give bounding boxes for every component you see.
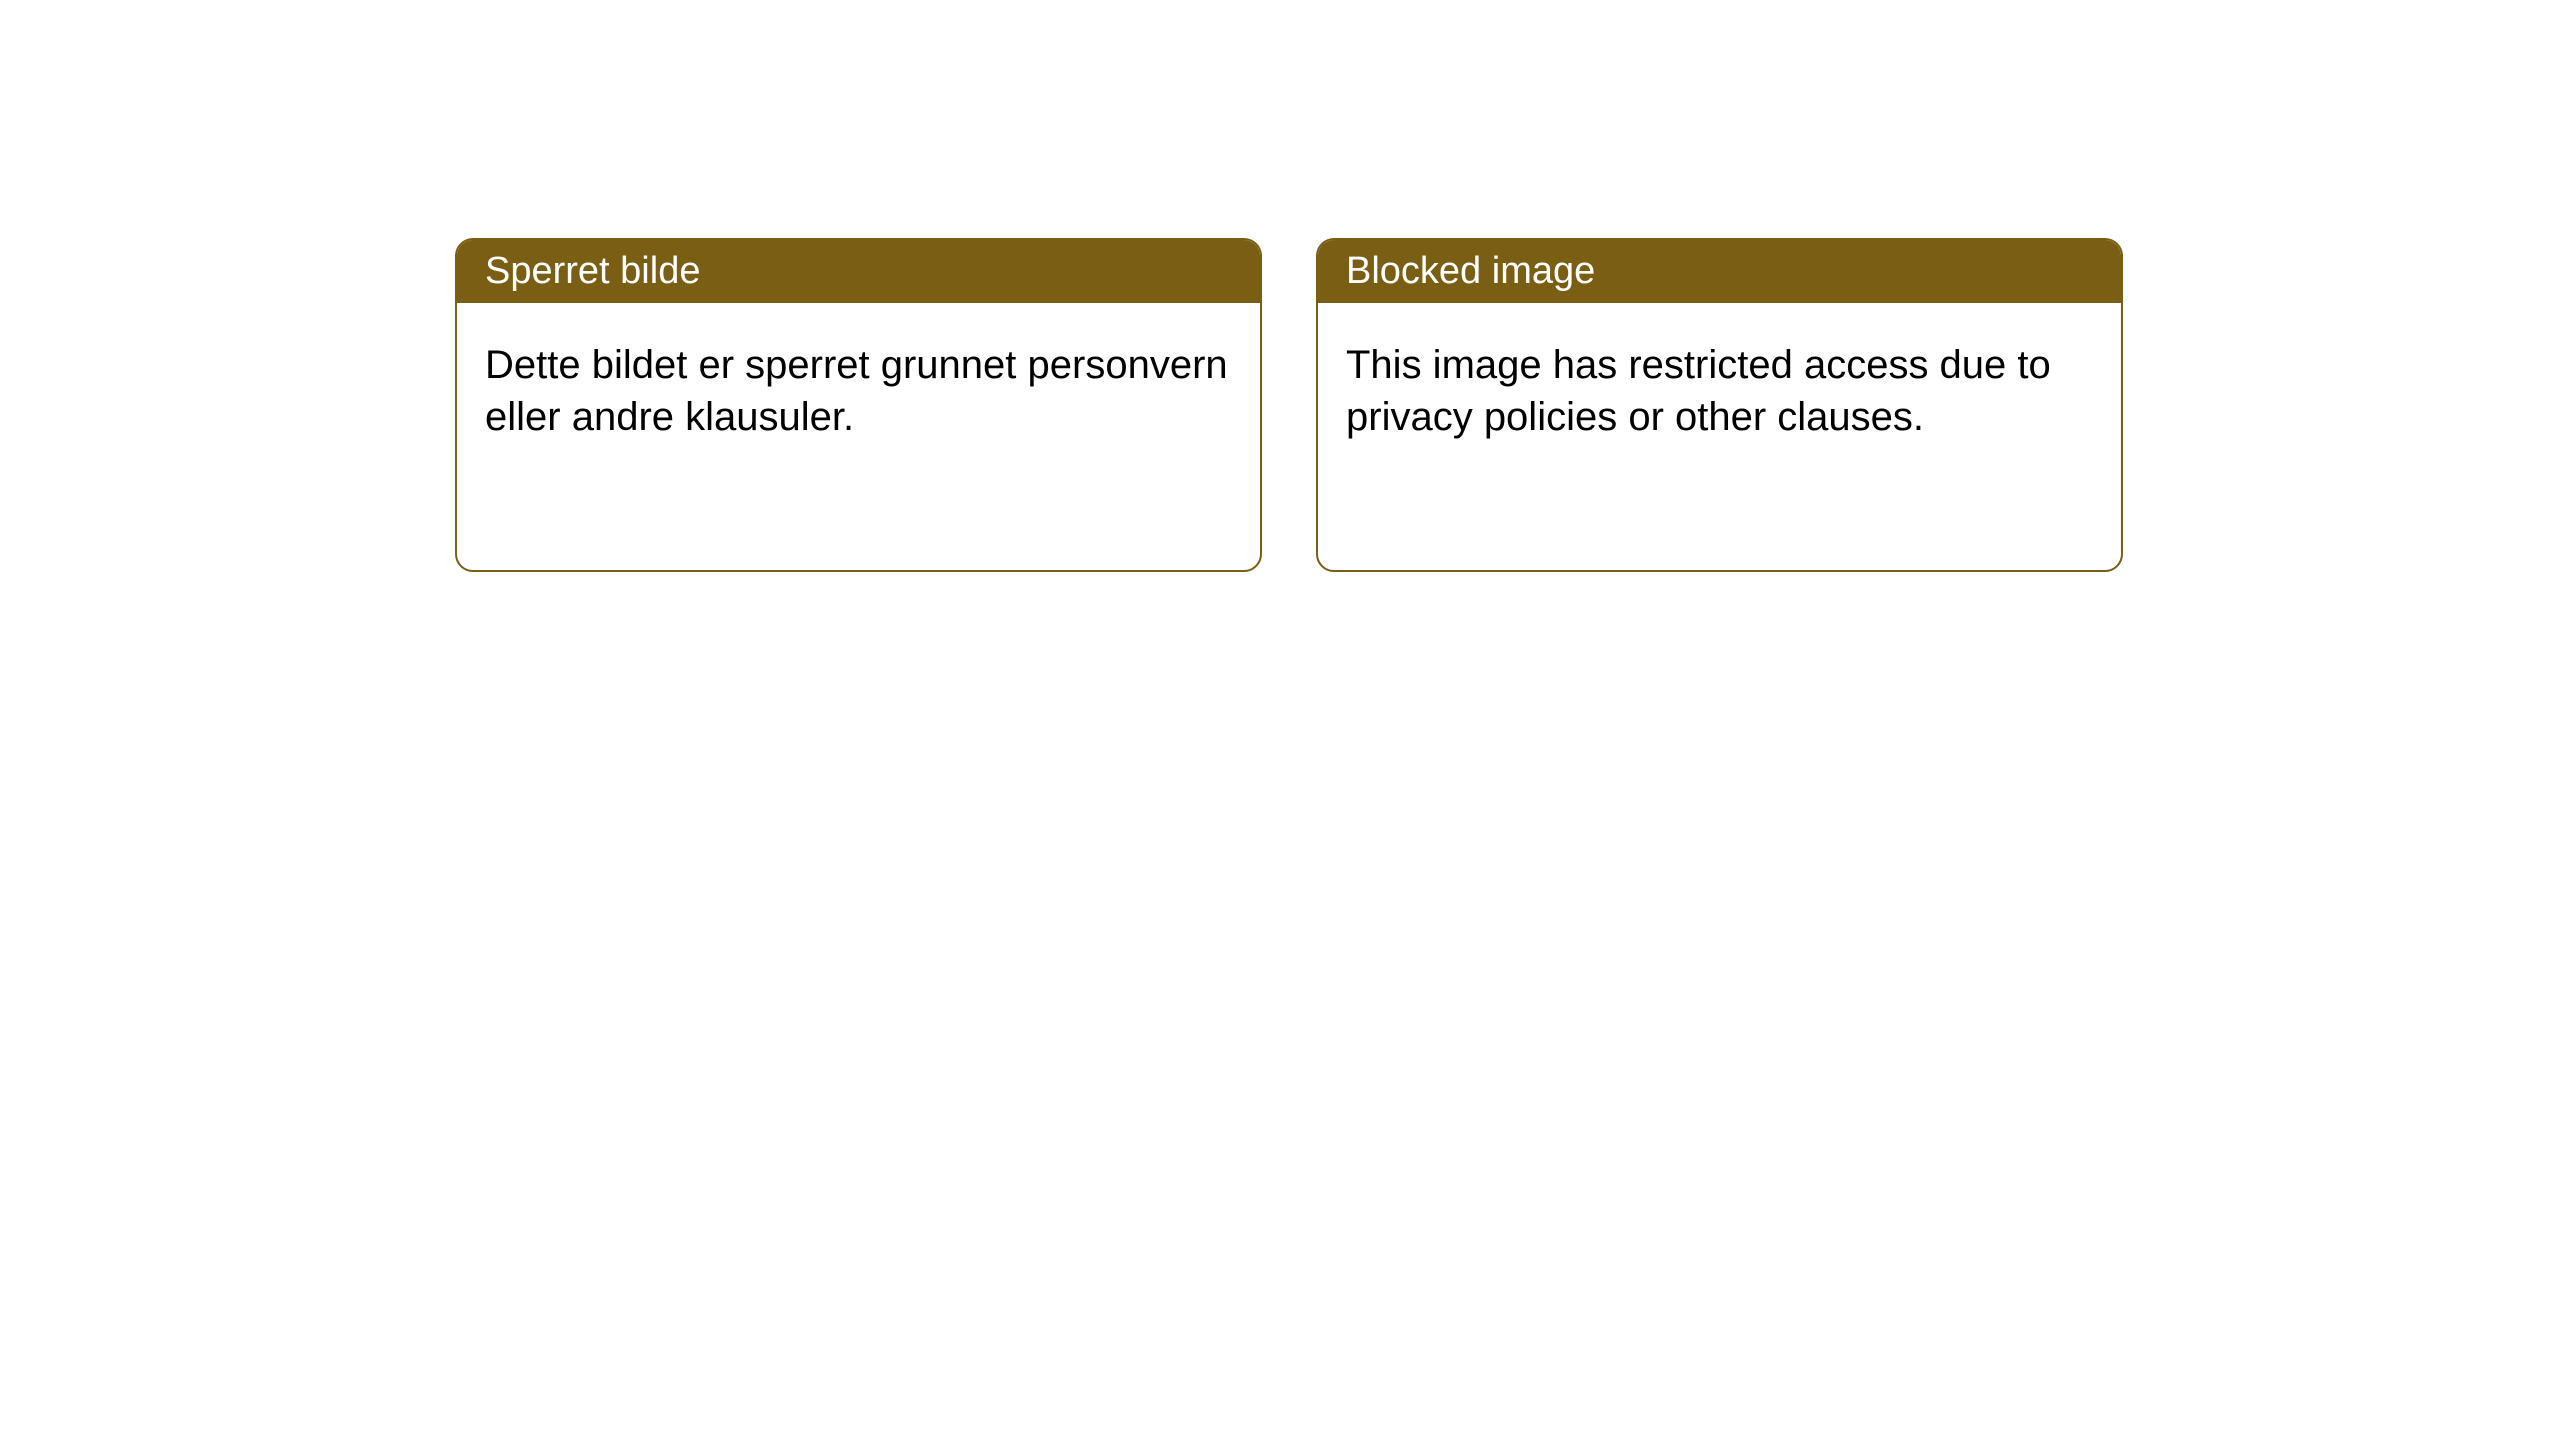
notice-card-title: Sperret bilde	[485, 250, 700, 292]
notice-card-header: Sperret bilde	[457, 240, 1260, 303]
notice-card-title: Blocked image	[1346, 250, 1595, 292]
notice-card-english: Blocked image This image has restricted …	[1316, 238, 2123, 572]
notice-container: Sperret bilde Dette bildet er sperret gr…	[0, 0, 2560, 572]
notice-card-header: Blocked image	[1318, 240, 2121, 303]
notice-card-text: This image has restricted access due to …	[1346, 343, 2051, 439]
notice-card-body: This image has restricted access due to …	[1318, 303, 2121, 479]
notice-card-text: Dette bildet er sperret grunnet personve…	[485, 343, 1228, 439]
notice-card-norwegian: Sperret bilde Dette bildet er sperret gr…	[455, 238, 1262, 572]
notice-card-body: Dette bildet er sperret grunnet personve…	[457, 303, 1260, 479]
